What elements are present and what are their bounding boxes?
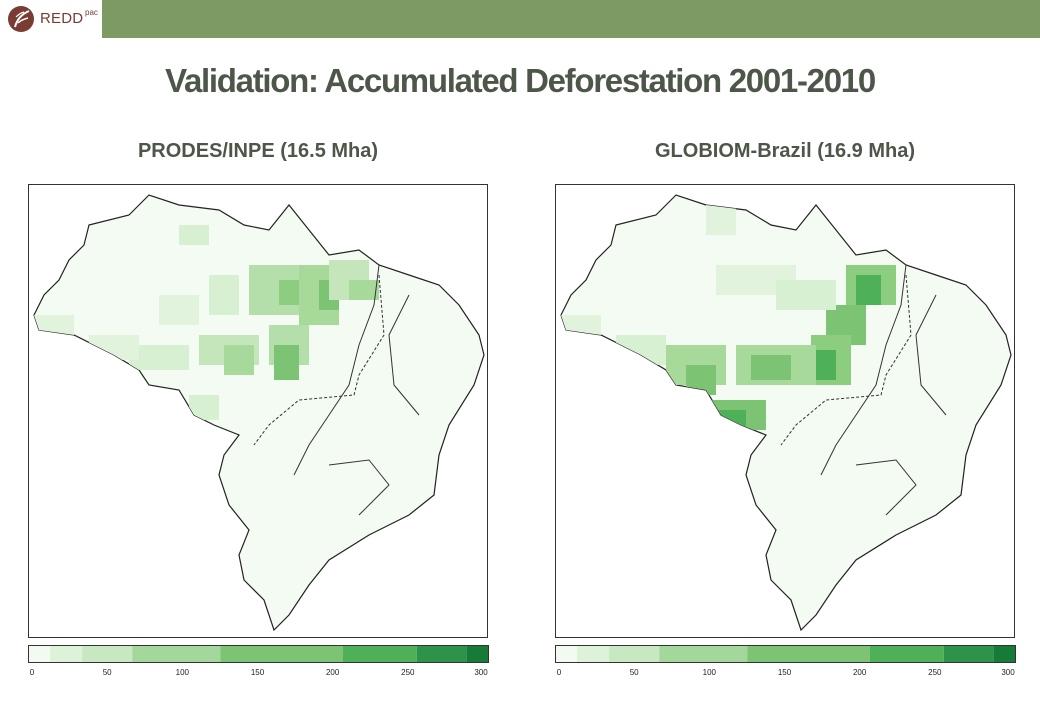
left-colorbar-tick-label: 50 (102, 668, 112, 677)
left-colorbar-tick-label: 100 (175, 668, 190, 677)
left-colorbar-segment (82, 645, 133, 663)
logo-mark-icon (8, 6, 34, 32)
left-colorbar-tick-label: 0 (29, 668, 35, 677)
right-colorbar (555, 645, 1016, 663)
right-colorbar-tick-label: 300 (1001, 668, 1015, 677)
right-colorbar-ticks: 0 50 100 150 200 250 300 (555, 668, 1016, 682)
globiom-map-image (560, 194, 1012, 632)
left-colorbar-segment (132, 645, 221, 663)
right-colorbar-segment (577, 645, 610, 663)
header-bar (0, 0, 1040, 38)
left-colorbar-border (28, 645, 489, 663)
left-colorbar (28, 645, 489, 663)
left-map-subtitle: PRODES/INPE (16.5 Mha) (137, 140, 379, 162)
right-colorbar-segment (869, 645, 944, 663)
right-map-subtitle: GLOBIOM-Brazil (16.9 Mha) (654, 140, 916, 162)
left-colorbar-segment (416, 645, 467, 663)
right-colorbar-tick-label: 0 (556, 668, 562, 677)
prodes-map-image (33, 194, 485, 632)
left-colorbar-segment (220, 645, 343, 663)
logo-superscript: pac (85, 8, 98, 17)
right-colorbar-tick-label: 200 (852, 668, 867, 677)
right-colorbar-tick-label: 150 (777, 668, 792, 677)
right-colorbar-tick-label: 50 (629, 668, 639, 677)
right-colorbar-segment (609, 645, 660, 663)
right-colorbar-segment (993, 645, 1016, 663)
prodes-map (28, 184, 488, 638)
right-colorbar-segment (555, 645, 578, 663)
right-colorbar-segment (747, 645, 870, 663)
logo-text: REDD (40, 10, 84, 27)
left-colorbar-tick-label: 200 (325, 668, 340, 677)
page-title: Validation: Accumulated Deforestation 20… (165, 62, 876, 99)
logo: REDD pac (0, 0, 102, 38)
right-colorbar-segment (659, 645, 748, 663)
left-colorbar-segment (28, 645, 51, 663)
left-colorbar-ticks: 0 50 100 150 200 250 300 (28, 668, 489, 682)
left-colorbar-segment (342, 645, 417, 663)
left-colorbar-segment (50, 645, 83, 663)
left-colorbar-tick-label: 250 (401, 668, 415, 677)
right-colorbar-segment (943, 645, 994, 663)
right-colorbar-border (555, 645, 1016, 663)
globiom-map (555, 184, 1015, 638)
left-colorbar-segment (466, 645, 489, 663)
left-colorbar-tick-label: 150 (250, 668, 265, 677)
right-colorbar-tick-label: 100 (702, 668, 717, 677)
left-colorbar-tick-label: 300 (474, 668, 488, 677)
right-colorbar-tick-label: 250 (928, 668, 942, 677)
